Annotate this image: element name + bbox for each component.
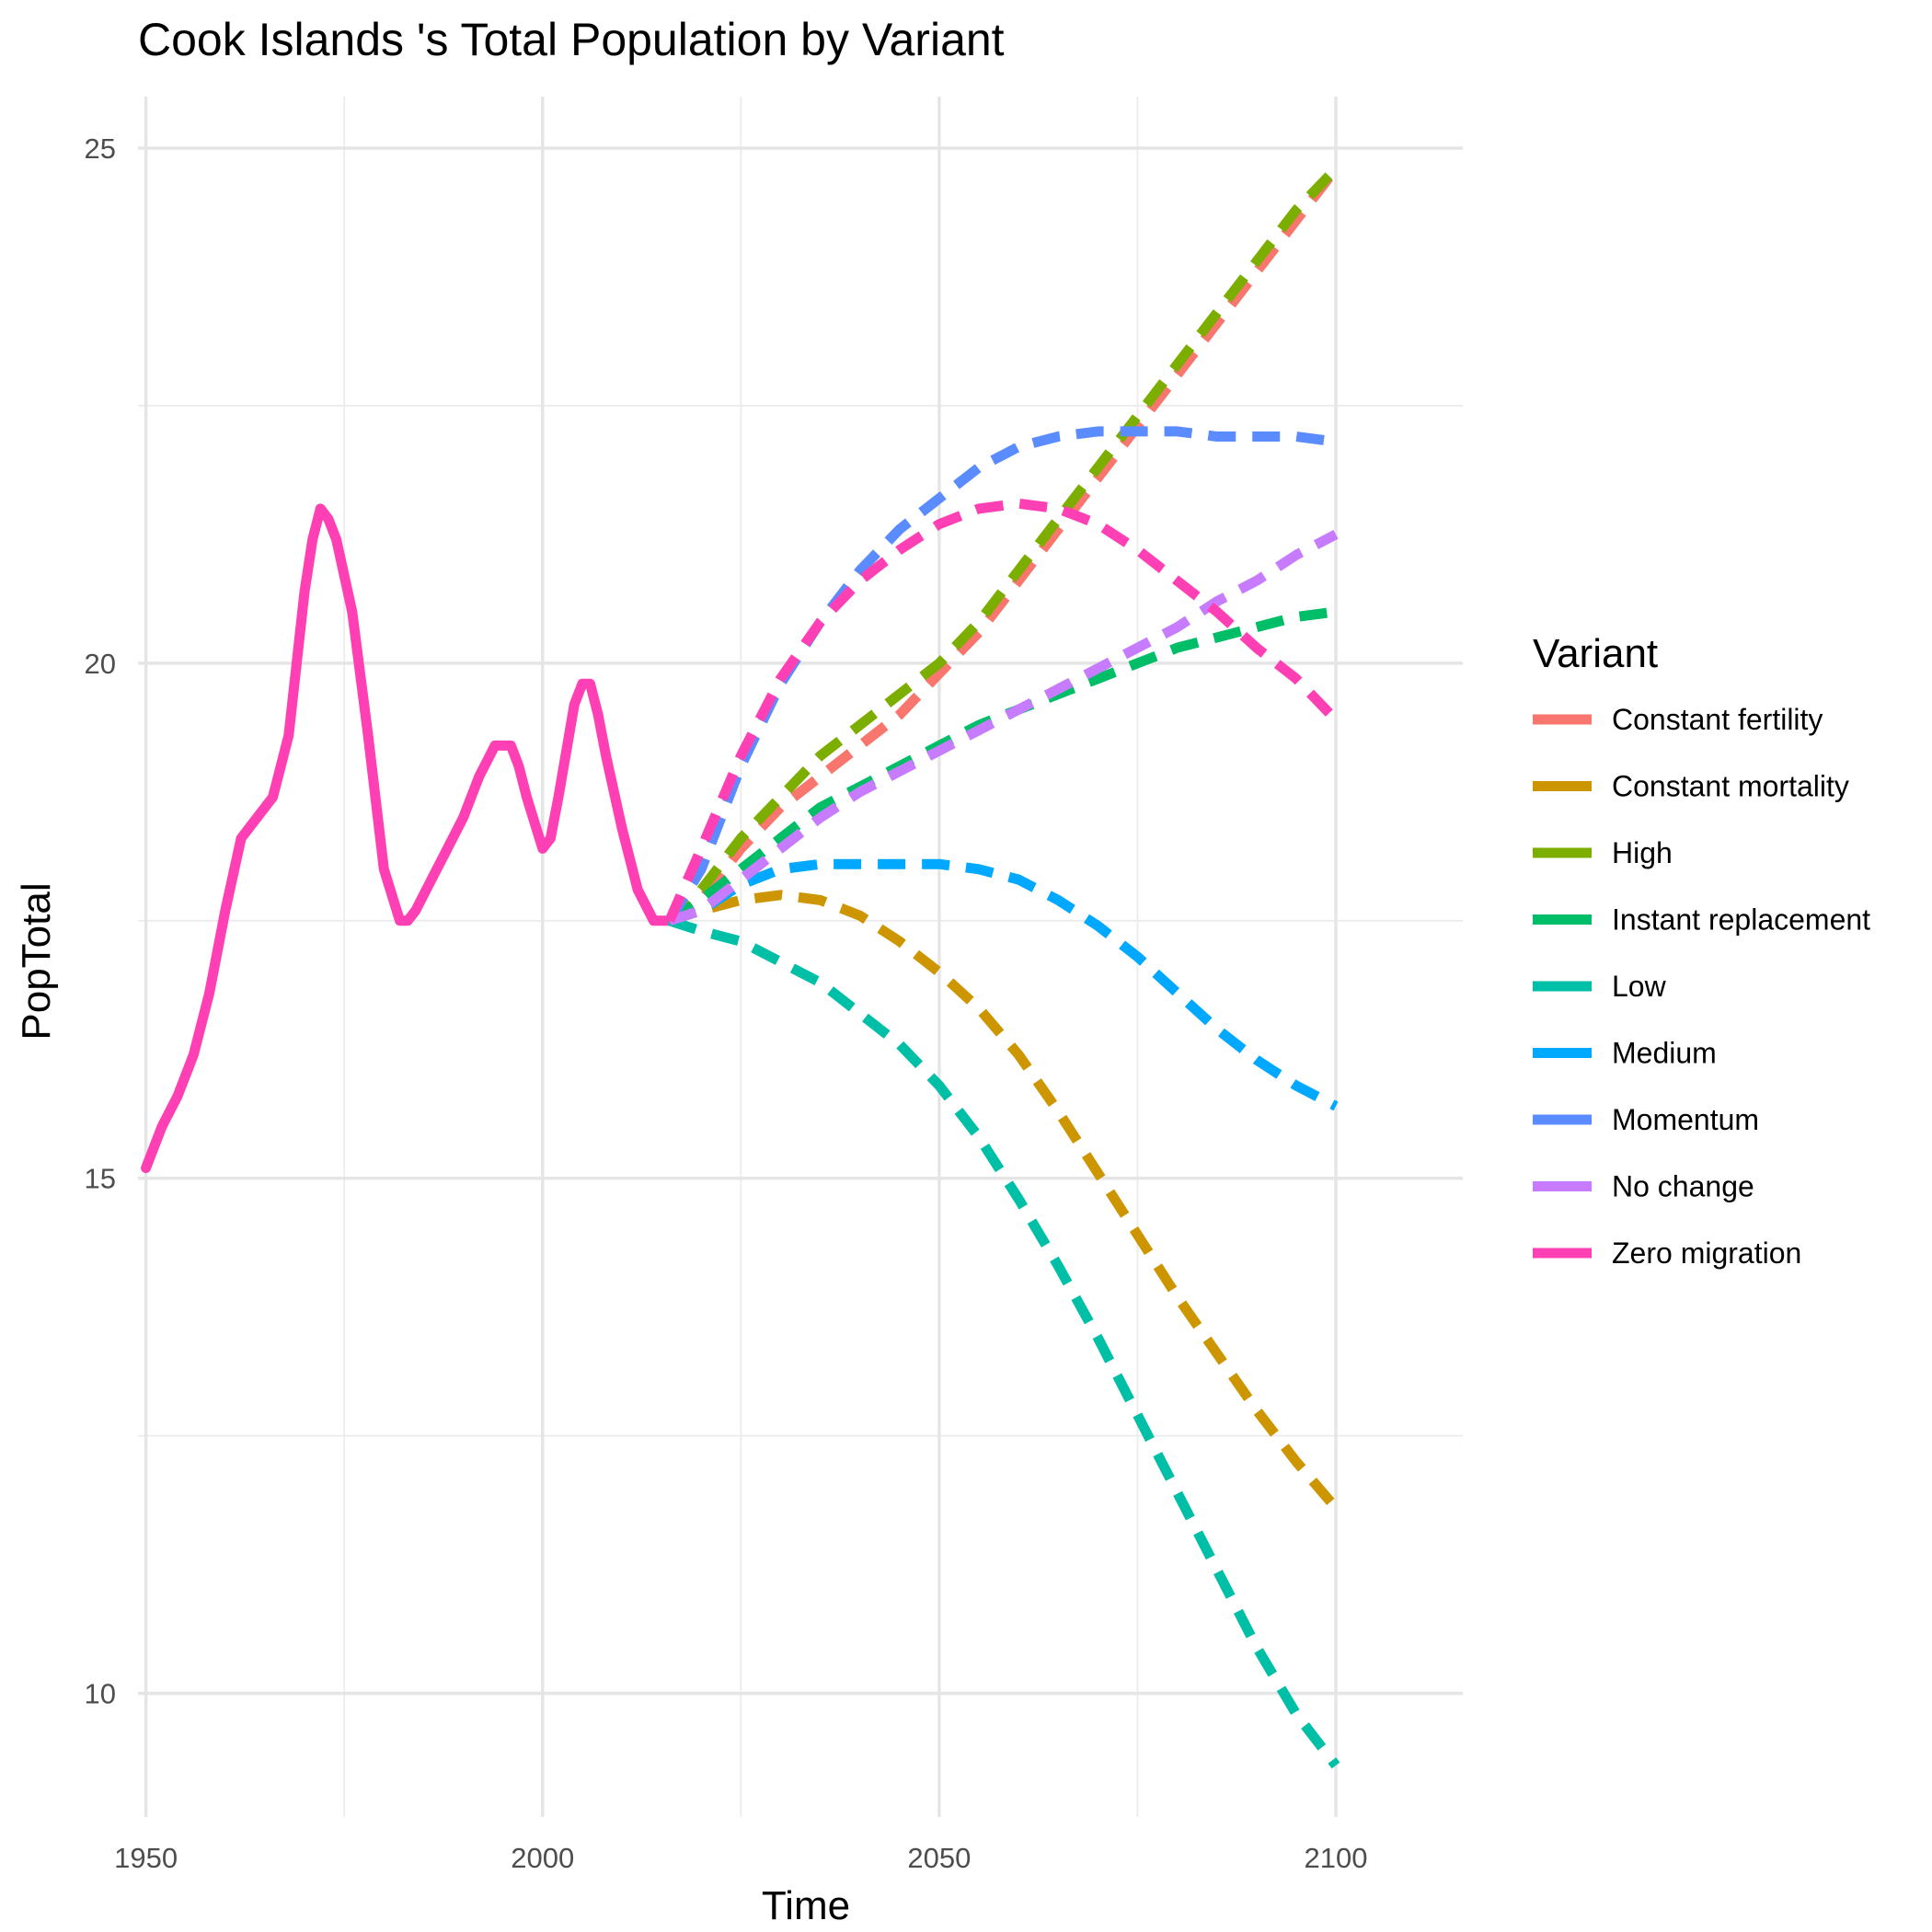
legend-label: High	[1612, 836, 1673, 869]
plot-grid	[138, 97, 1463, 1817]
series-line-high	[665, 165, 1340, 925]
y-axis-title: PopTotal	[14, 882, 59, 1040]
series-line-no-change	[668, 530, 1339, 926]
legend: Variant Constant fertility Constant morta…	[1533, 631, 1870, 1270]
historical-series	[141, 503, 675, 1174]
legend-label: Zero migration	[1612, 1236, 1801, 1270]
legend-label: Instant replacement	[1612, 903, 1870, 937]
chart-title: Cook Islands 's Total Population by Vari…	[138, 14, 1005, 65]
series-line-constant-fertility	[666, 166, 1340, 926]
legend-label: Constant mortality	[1612, 770, 1849, 803]
x-axis-title: Time	[762, 1883, 850, 1928]
y-tick-label: 20	[85, 648, 116, 680]
historical-line	[141, 503, 675, 1174]
legend-label: Low	[1612, 970, 1667, 1003]
x-tick-label: 2000	[511, 1842, 574, 1874]
series-line-low	[668, 915, 1340, 1769]
x-tick-label: 1950	[114, 1842, 178, 1874]
y-tick-label: 15	[85, 1163, 116, 1195]
x-axis-ticks: 1950 2000 2050 2100	[114, 1842, 1367, 1874]
legend-title: Variant	[1533, 631, 1658, 676]
projection-series	[664, 165, 1340, 1769]
x-tick-label: 2050	[907, 1842, 971, 1874]
series-line-instant-replacement	[666, 606, 1337, 926]
series-line-medium	[668, 858, 1339, 1111]
x-tick-label: 2100	[1305, 1842, 1368, 1874]
series-line-constant-mortality	[668, 890, 1340, 1512]
legend-label: Momentum	[1612, 1103, 1759, 1136]
legend-label: Constant fertility	[1612, 703, 1823, 736]
legend-label: No change	[1612, 1170, 1754, 1203]
series-line-zero-migration	[664, 498, 1340, 924]
legend-label: Medium	[1612, 1037, 1717, 1070]
y-tick-label: 25	[85, 132, 116, 165]
y-tick-label: 10	[85, 1678, 116, 1710]
y-axis-ticks: 10 15 20 25	[85, 132, 116, 1710]
